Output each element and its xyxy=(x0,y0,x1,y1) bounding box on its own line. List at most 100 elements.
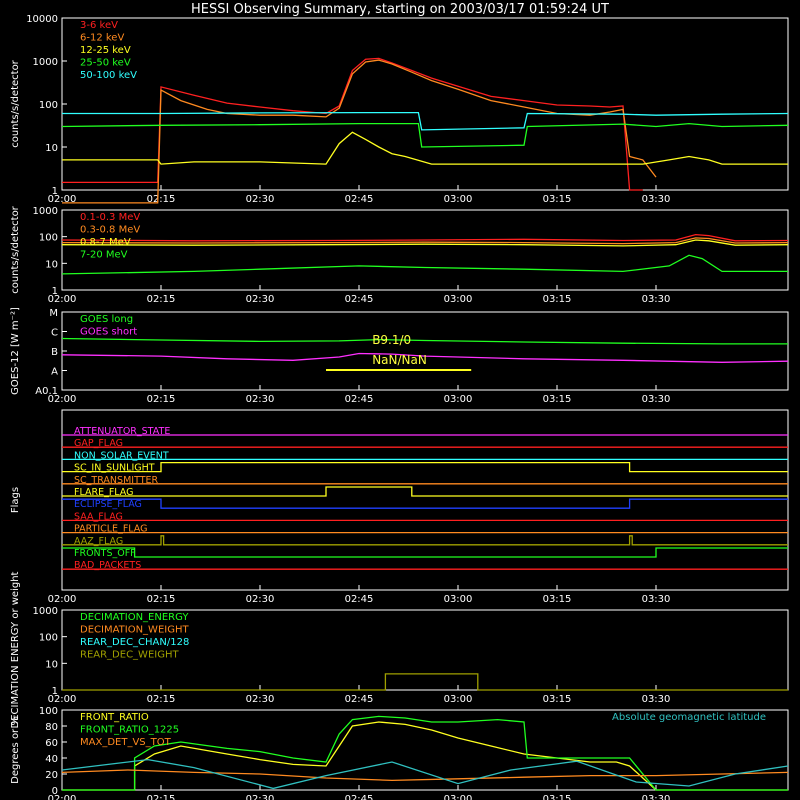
legend-entry: MAX_DET_VS_TOT xyxy=(80,737,172,748)
x-tick-label: 02:00 xyxy=(48,194,77,205)
legend-entry: FRONT_RATIO_1225 xyxy=(80,725,179,736)
x-tick-label: 03:15 xyxy=(543,794,572,800)
series-line xyxy=(61,122,789,148)
y-tick-label: 10 xyxy=(45,143,58,154)
extra-label: Absolute geomagnetic latitude xyxy=(612,712,766,723)
y-tick-label: 60 xyxy=(45,738,58,749)
y-tick-label: 100 xyxy=(39,100,58,111)
series-line xyxy=(61,254,788,275)
series-line xyxy=(62,535,788,546)
y-axis-label: GOES-12 [W m⁻²] xyxy=(10,307,21,395)
y-tick-label: 80 xyxy=(45,722,58,733)
panel-panel5: 02:00 02:15 02:30 02:45 03:00 03:15 03:30 1 10 10… xyxy=(10,571,789,728)
x-tick-label: 03:15 xyxy=(543,294,572,305)
panels-group: 02:00 02:15 02:30 02:45 03:00 03:15 03:3011010… xyxy=(10,14,789,800)
panel-panel2: 02:00 02:15 02:30 02:45 03:00 03:15 03:30 1 10 10… xyxy=(10,205,789,305)
panel-panel4: 02:00 02:15 02:30 02:45 03:00 03:15 03:30 Flags… xyxy=(10,409,789,605)
legend-entry: 0.3-0.8 MeV xyxy=(80,225,140,236)
series-label: SC_TRANSMITTER xyxy=(74,475,159,486)
series-line xyxy=(61,337,788,345)
y-tick-label: A xyxy=(51,367,58,378)
y-tick-label: 0 xyxy=(52,786,58,797)
series-label: BAD_PACKETS xyxy=(74,560,141,571)
legend-entry: REAR_DEC_WEIGHT xyxy=(80,650,179,661)
series-line xyxy=(61,758,789,790)
legend-entry: 12-25 keV xyxy=(80,45,131,56)
y-axis-label: counts/s/detector xyxy=(10,205,21,293)
series-label: ECLIPSE_FLAG xyxy=(74,499,142,510)
x-tick-label: 02:00 xyxy=(48,694,77,705)
series-line xyxy=(62,461,788,473)
x-tick-label: 02:45 xyxy=(345,394,374,405)
legend-entry: FRONT_RATIO xyxy=(80,712,149,723)
series-label: FRONTS_OFF xyxy=(74,548,136,559)
legend-entry: 0.8-7 MeV xyxy=(80,237,131,248)
x-tick-label: 02:00 xyxy=(48,394,77,405)
y-tick-label: 20 xyxy=(45,770,58,781)
x-tick-label: 02:15 xyxy=(147,594,176,605)
goes-annotation: NaN/NaN xyxy=(372,353,427,367)
x-tick-label: 02:45 xyxy=(345,794,374,800)
legend-entry: REAR_DEC_CHAN/128 xyxy=(80,637,189,648)
series-line xyxy=(61,769,789,782)
y-tick-label: B xyxy=(51,347,58,358)
x-tick-label: 03:00 xyxy=(444,694,473,705)
x-tick-label: 02:30 xyxy=(246,294,275,305)
series-line xyxy=(61,237,789,245)
y-axis-label: Flags xyxy=(10,487,21,513)
x-tick-label: 02:15 xyxy=(147,694,176,705)
series-line xyxy=(62,715,788,791)
y-tick-label: 100 xyxy=(39,633,58,644)
y-tick-label: 1000 xyxy=(33,606,58,617)
x-tick-label: 03:15 xyxy=(543,194,572,205)
series-label: SAA_FLAG xyxy=(74,511,123,522)
legend-entry: 50-100 keV xyxy=(80,70,137,81)
chart-title: HESSI Observing Summary, starting on 200… xyxy=(191,2,609,17)
series-line xyxy=(61,233,789,242)
x-tick-label: 02:15 xyxy=(147,294,176,305)
panel-panel1: 02:00 02:15 02:30 02:45 03:00 03:15 03:30 1 10 10… xyxy=(10,14,789,205)
x-tick-label: 03:30 xyxy=(642,294,671,305)
x-tick-label: 02:45 xyxy=(345,694,374,705)
y-tick-label: 10 xyxy=(45,259,58,270)
series-label: ATTENUATOR_STATE xyxy=(74,426,170,437)
panel-panel3: 02:00 02:15 02:30 02:45 03:00 03:15 03:30 A0.1 A… xyxy=(10,307,789,405)
y-tick-label: A0.1 xyxy=(35,386,58,397)
series-line xyxy=(62,486,788,497)
y-tick-label: 1 xyxy=(52,286,58,297)
x-tick-label: 03:00 xyxy=(444,594,473,605)
x-tick-label: 03:00 xyxy=(444,794,473,800)
y-tick-label: 1 xyxy=(52,686,58,697)
series-line xyxy=(62,57,643,191)
x-tick-label: 03:00 xyxy=(444,194,473,205)
x-tick-label: 03:15 xyxy=(543,394,572,405)
x-tick-label: 02:00 xyxy=(48,294,77,305)
series-label: FLARE_FLAG xyxy=(74,487,134,498)
panel-frame xyxy=(61,209,789,291)
series-label: SC_IN_SUNLIGHT xyxy=(74,463,155,474)
x-tick-label: 02:00 xyxy=(48,794,77,800)
panel-frame xyxy=(61,609,789,691)
legend-entry: DECIMATION_ENERGY xyxy=(80,612,189,623)
legend-entry: 0.1-0.3 MeV xyxy=(80,212,140,223)
panel-frame xyxy=(61,409,789,591)
x-tick-label: 02:45 xyxy=(345,294,374,305)
series-label: AAZ_FLAG xyxy=(74,536,123,547)
x-tick-label: 03:00 xyxy=(444,294,473,305)
x-tick-label: 02:30 xyxy=(246,194,275,205)
y-tick-label: 10000 xyxy=(26,14,58,25)
x-tick-label: 03:15 xyxy=(543,594,572,605)
x-tick-label: 03:00 xyxy=(444,394,473,405)
x-tick-label: 03:30 xyxy=(642,594,671,605)
x-tick-label: 03:15 xyxy=(543,694,572,705)
legend-entry: 3-6 keV xyxy=(80,20,118,31)
legend-entry: 6-12 keV xyxy=(80,33,124,44)
x-tick-label: 03:30 xyxy=(642,694,671,705)
panel-panel6: 02:00 02:15 02:30 02:45 03:00 03:15 03:30 0 20 40… xyxy=(10,706,789,800)
y-axis-label: Degrees or % xyxy=(10,716,21,784)
series-line xyxy=(61,239,789,247)
series-line xyxy=(62,131,788,165)
x-tick-label: 02:30 xyxy=(246,794,275,800)
x-tick-label: 03:30 xyxy=(642,394,671,405)
